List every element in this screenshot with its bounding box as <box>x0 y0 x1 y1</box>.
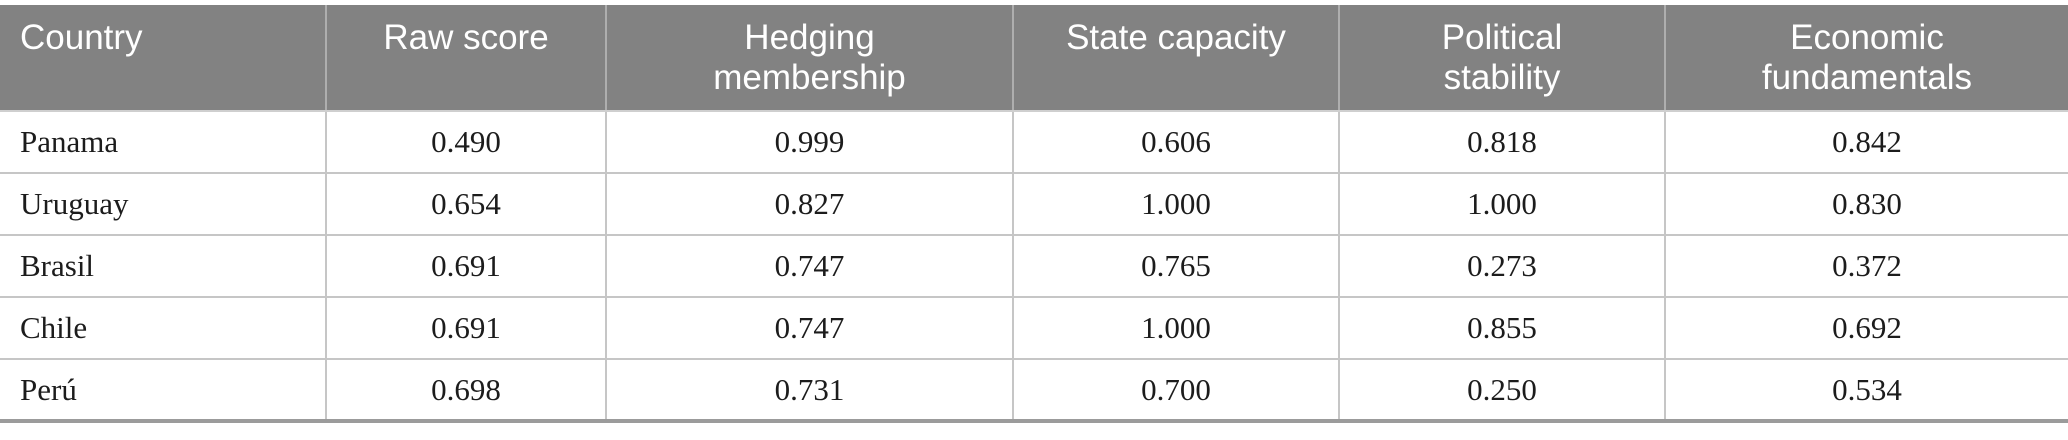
cell-state-capacity: 1.000 <box>1013 173 1340 236</box>
column-header-hedging-membership: Hedging membership <box>606 5 1014 112</box>
cell-state-capacity: 1.000 <box>1013 297 1340 360</box>
table-header: Country Raw score Hedging membership Sta… <box>0 5 2068 112</box>
column-header-raw-score: Raw score <box>326 5 607 112</box>
cell-state-capacity: 0.606 <box>1013 111 1340 174</box>
cell-raw-score: 0.490 <box>326 111 607 174</box>
cell-economic-fundamentals: 0.692 <box>1665 297 2068 360</box>
cell-raw-score: 0.698 <box>326 359 607 423</box>
table-row: Brasil 0.691 0.747 0.765 0.273 0.372 <box>0 235 2068 298</box>
cell-economic-fundamentals: 0.830 <box>1665 173 2068 236</box>
cell-state-capacity: 0.700 <box>1013 359 1340 423</box>
cell-raw-score: 0.691 <box>326 235 607 298</box>
cell-raw-score: 0.654 <box>326 173 607 236</box>
cell-raw-score: 0.691 <box>326 297 607 360</box>
cell-political-stability: 0.250 <box>1339 359 1666 423</box>
country-scores-table: Country Raw score Hedging membership Sta… <box>0 5 2068 423</box>
cell-country: Panama <box>0 111 327 174</box>
cell-economic-fundamentals: 0.372 <box>1665 235 2068 298</box>
cell-hedging-membership: 0.999 <box>606 111 1014 174</box>
cell-hedging-membership: 0.747 <box>606 297 1014 360</box>
cell-hedging-membership: 0.731 <box>606 359 1014 423</box>
table-body: Panama 0.490 0.999 0.606 0.818 0.842 Uru… <box>0 111 2068 423</box>
cell-economic-fundamentals: 0.842 <box>1665 111 2068 174</box>
table-row: Perú 0.698 0.731 0.700 0.250 0.534 <box>0 359 2068 423</box>
cell-country: Uruguay <box>0 173 327 236</box>
cell-country: Brasil <box>0 235 327 298</box>
cell-political-stability: 1.000 <box>1339 173 1666 236</box>
column-header-economic-fundamentals: Economic fundamentals <box>1665 5 2068 112</box>
cell-political-stability: 0.818 <box>1339 111 1666 174</box>
cell-hedging-membership: 0.827 <box>606 173 1014 236</box>
column-header-state-capacity: State capacity <box>1013 5 1340 112</box>
table-row: Panama 0.490 0.999 0.606 0.818 0.842 <box>0 111 2068 174</box>
header-row: Country Raw score Hedging membership Sta… <box>0 5 2068 112</box>
cell-country: Perú <box>0 359 327 423</box>
cell-political-stability: 0.855 <box>1339 297 1666 360</box>
cell-political-stability: 0.273 <box>1339 235 1666 298</box>
cell-country: Chile <box>0 297 327 360</box>
column-header-political-stability: Political stability <box>1339 5 1666 112</box>
column-header-country: Country <box>0 5 327 112</box>
table-row: Chile 0.691 0.747 1.000 0.855 0.692 <box>0 297 2068 360</box>
cell-hedging-membership: 0.747 <box>606 235 1014 298</box>
cell-economic-fundamentals: 0.534 <box>1665 359 2068 423</box>
table-row: Uruguay 0.654 0.827 1.000 1.000 0.830 <box>0 173 2068 236</box>
cell-state-capacity: 0.765 <box>1013 235 1340 298</box>
